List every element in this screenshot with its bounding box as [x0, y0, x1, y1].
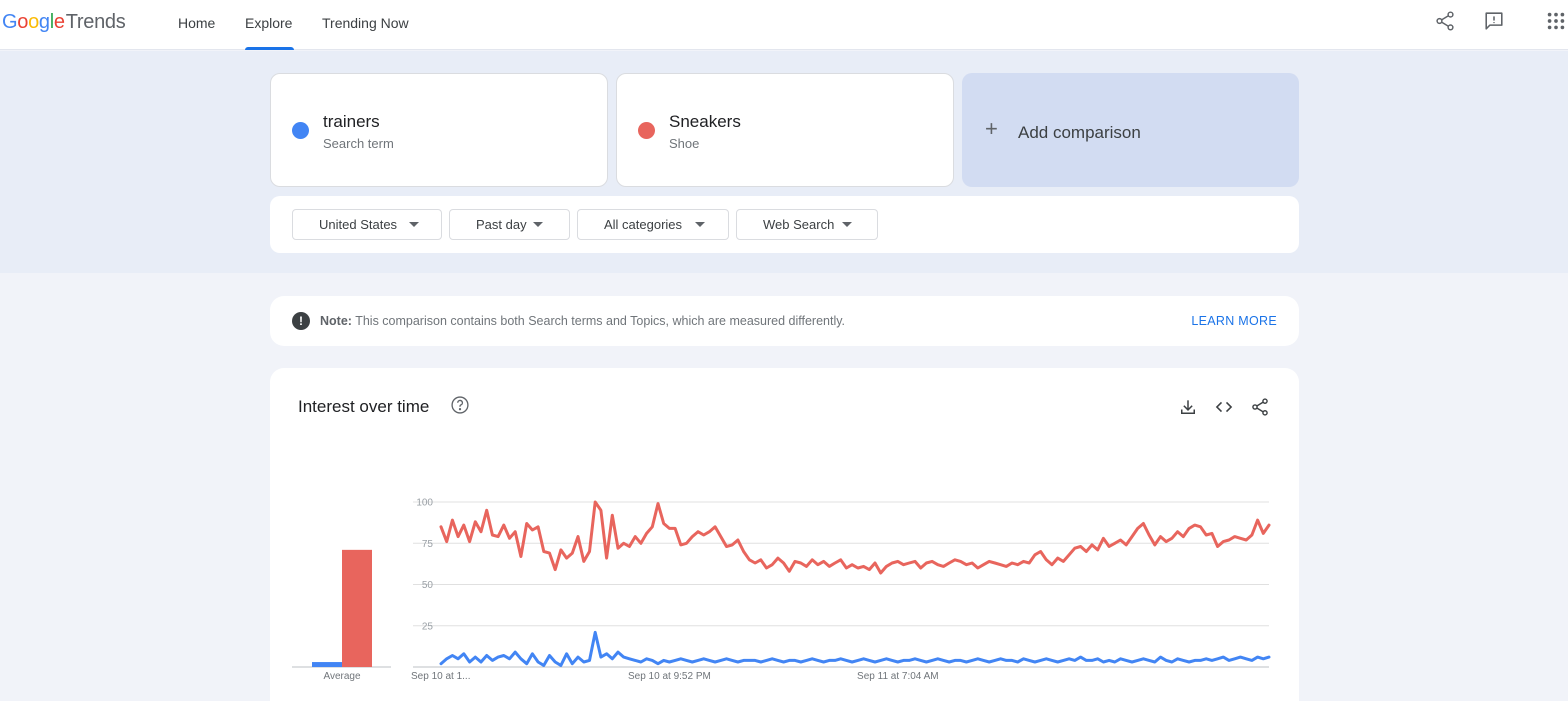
logo-trends-wordmark: Trends	[65, 11, 126, 33]
x-tick-label: Sep 11 at 7:04 AM	[857, 671, 939, 682]
nav-explore[interactable]: Explore	[245, 0, 294, 50]
chart-lines	[439, 500, 1271, 667]
note-label: Note:	[320, 314, 352, 328]
average-bars: Average	[292, 549, 391, 682]
alert-icon: !	[292, 312, 310, 330]
top-bar: GoogleTrends Home Explore Trending Now	[0, 0, 1568, 50]
x-axis-labels: Sep 10 at 1... Sep 10 at 9:52 PM Sep 11 at…	[411, 671, 939, 682]
active-tab-indicator	[245, 47, 294, 50]
interest-over-time-card: Interest over time	[270, 368, 1299, 701]
note-text: Note: This comparison contains both Sear…	[320, 314, 845, 328]
y-tick-label: 25	[422, 621, 434, 632]
plus-icon: +	[985, 116, 998, 141]
term-type: Shoe	[669, 136, 700, 151]
download-icon[interactable]	[1178, 397, 1198, 417]
term-color-dot	[292, 122, 309, 139]
term-card-trainers[interactable]: trainers Search term	[270, 73, 608, 187]
term-type: Search term	[323, 136, 394, 151]
average-bar-trainers	[312, 662, 342, 667]
logo-google-wordmark: Google	[2, 11, 65, 33]
region-dropdown[interactable]: United States	[292, 209, 442, 240]
term-name: trainers	[323, 112, 380, 131]
y-tick-label: 50	[422, 580, 434, 591]
nav-explore-label: Explore	[245, 15, 293, 31]
add-comparison-label: Add comparison	[1018, 123, 1141, 142]
series-line-trainers	[439, 630, 1271, 667]
x-tick-label: Sep 10 at 9:52 PM	[628, 671, 711, 682]
dropdown-arrow-icon	[842, 222, 852, 227]
term-name: Sneakers	[669, 112, 741, 131]
dropdown-arrow-icon	[533, 222, 543, 227]
average-label: Average	[323, 671, 361, 682]
note-body: This comparison contains both Search ter…	[355, 314, 846, 328]
chart-gridlines: 25 50 75 100	[413, 498, 1269, 668]
help-icon[interactable]	[450, 395, 470, 415]
region-value: United States	[319, 217, 398, 232]
time-range-value: Past day	[476, 217, 527, 232]
chart-title: Interest over time	[298, 397, 430, 416]
share-icon[interactable]	[1250, 397, 1270, 417]
google-trends-logo[interactable]: GoogleTrends	[2, 11, 126, 34]
add-comparison-button[interactable]: + Add comparison	[962, 73, 1299, 187]
share-icon[interactable]	[1434, 10, 1456, 32]
filter-bar: United States Past day All categories We…	[270, 196, 1299, 253]
category-value: All categories	[604, 217, 683, 232]
average-bar-sneakers	[342, 549, 372, 667]
nav-home[interactable]: Home	[178, 0, 215, 50]
search-type-dropdown[interactable]: Web Search	[736, 209, 878, 240]
time-range-dropdown[interactable]: Past day	[449, 209, 570, 240]
x-tick-label: Sep 10 at 1...	[411, 671, 471, 682]
series-line-sneakers	[439, 500, 1271, 575]
term-card-sneakers[interactable]: Sneakers Shoe	[616, 73, 954, 187]
category-dropdown[interactable]: All categories	[577, 209, 729, 240]
nav-home-label: Home	[178, 15, 216, 31]
y-tick-label: 100	[416, 498, 433, 509]
nav-trending-now-label: Trending Now	[322, 15, 409, 31]
embed-icon[interactable]	[1214, 397, 1234, 417]
y-tick-label: 75	[422, 539, 434, 550]
apps-icon[interactable]	[1545, 10, 1567, 32]
nav-trending-now[interactable]: Trending Now	[322, 0, 409, 50]
dropdown-arrow-icon	[695, 222, 705, 227]
dropdown-arrow-icon	[409, 222, 419, 227]
feedback-icon[interactable]	[1483, 10, 1505, 32]
comparison-note: ! Note: This comparison contains both Se…	[270, 296, 1299, 346]
search-type-value: Web Search	[763, 217, 835, 232]
term-color-dot	[638, 122, 655, 139]
learn-more-link[interactable]: LEARN MORE	[1191, 314, 1277, 328]
